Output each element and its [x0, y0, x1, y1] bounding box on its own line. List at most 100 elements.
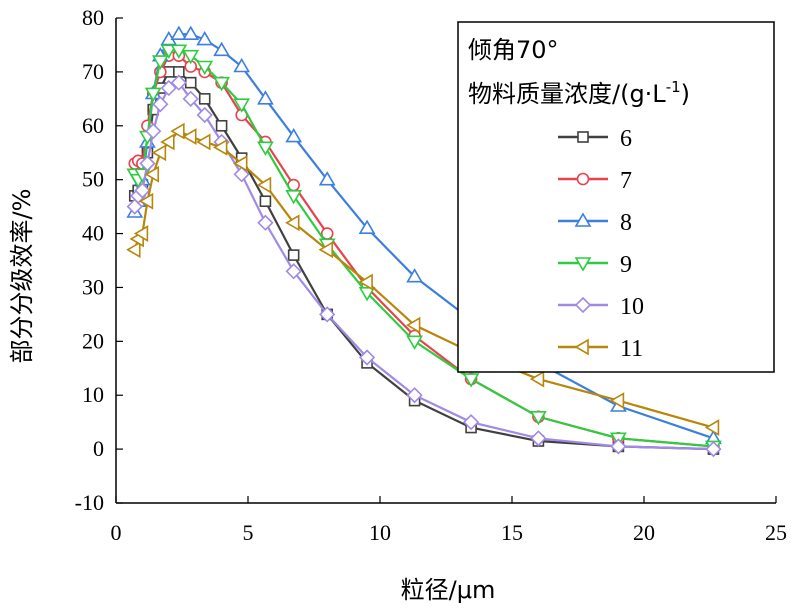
legend-swatch-marker: [574, 257, 592, 272]
data-point-10: [462, 414, 480, 431]
legend-item-6: 6: [558, 126, 632, 152]
legend-label: 11: [620, 336, 643, 362]
legend-title-unit: 物料质量浓度/(g·L: [468, 80, 666, 108]
data-point-9: [406, 335, 423, 350]
legend-item-9: 9: [558, 252, 632, 278]
y-tick-label: 50: [82, 167, 104, 192]
data-point-10: [406, 387, 423, 404]
data-point-10: [610, 438, 627, 455]
data-point-11: [170, 122, 185, 140]
data-point-10: [285, 263, 302, 280]
legend-label: 10: [620, 294, 644, 320]
data-point-9: [530, 410, 547, 426]
legend-swatch-marker: [576, 172, 590, 186]
data-point-9: [170, 44, 188, 59]
series-9: [126, 44, 722, 456]
x-tick-label: 20: [633, 520, 655, 545]
x-tick-label: 10: [369, 520, 391, 545]
legend-item-11: 11: [558, 336, 643, 362]
legend-swatch-marker: [574, 212, 592, 227]
data-point-9: [160, 44, 178, 59]
y-tick-label: 20: [82, 328, 104, 353]
data-point-10: [233, 166, 250, 183]
data-point-9: [233, 98, 251, 113]
data-point-11: [126, 241, 141, 259]
data-point-11: [529, 370, 545, 388]
data-point-10: [170, 74, 187, 91]
y-tick-label: 70: [82, 59, 104, 84]
data-point-11: [213, 138, 228, 156]
legend-title-line1: 倾角70°: [468, 36, 559, 64]
data-point-9: [144, 87, 162, 103]
legend-title-close: ): [681, 80, 690, 108]
data-point-11: [133, 225, 149, 242]
y-tick-label: 40: [82, 221, 104, 246]
y-tick-label: 30: [82, 274, 104, 299]
data-point-11: [151, 144, 167, 162]
legend-box: [457, 21, 775, 373]
data-point-11: [138, 192, 154, 210]
data-point-10: [319, 306, 336, 323]
data-point-8: [358, 219, 376, 234]
y-axis: -10 0 10 20 30 40 50 60 70 80: [75, 5, 123, 515]
legend-item-7: 7: [558, 168, 632, 194]
data-point-6: [198, 93, 211, 105]
data-point-10: [139, 155, 156, 172]
data-point-6: [184, 76, 197, 89]
data-point-10: [358, 349, 376, 366]
data-point-9: [285, 190, 303, 205]
data-point-11: [160, 133, 175, 151]
y-tick-label: 60: [82, 113, 104, 138]
data-point-10: [145, 123, 162, 140]
data-point-11: [405, 316, 421, 334]
data-point-11: [144, 165, 160, 183]
y-axis-title: 部分分级效率/%: [8, 189, 36, 364]
legend-label: 9: [620, 252, 632, 278]
data-point-8: [257, 90, 274, 105]
x-tick-label: 25: [765, 520, 787, 545]
plot-area: [115, 18, 776, 504]
x-tick-label: 5: [243, 520, 254, 545]
data-point-11: [358, 273, 373, 291]
legend-label: 7: [620, 168, 632, 194]
y-tick-label: -10: [75, 490, 104, 515]
data-point-9: [257, 141, 274, 156]
data-point-10: [530, 430, 547, 447]
x-axis: 0 5 10 15 20 25: [111, 496, 787, 545]
legend-item-8: 8: [558, 210, 632, 236]
data-point-9: [462, 373, 480, 388]
legend-swatch-marker: [577, 131, 589, 143]
x-axis-title: 粒径/μm: [401, 576, 496, 604]
data-point-9: [213, 76, 230, 92]
data-point-10: [160, 79, 177, 97]
data-point-11: [318, 241, 334, 259]
data-point-10: [134, 182, 151, 199]
series-11: [126, 122, 720, 436]
data-point-8: [213, 41, 230, 57]
legend-label: 8: [620, 210, 632, 236]
series-10: [126, 74, 722, 458]
data-point-8: [196, 30, 214, 46]
legend-label: 6: [620, 126, 632, 152]
legend-items: 6 7 8 9 10 11: [558, 126, 644, 362]
x-tick-label: 15: [501, 520, 523, 545]
data-point-8: [170, 25, 188, 40]
data-point-6: [287, 249, 300, 261]
data-point-9: [151, 55, 169, 70]
data-point-8: [318, 171, 336, 186]
legend-item-10: 10: [558, 294, 644, 320]
data-point-11: [609, 392, 625, 410]
data-point-11: [285, 214, 300, 232]
y-tick-label: 10: [82, 382, 104, 407]
data-point-6: [215, 119, 228, 132]
data-point-10: [257, 214, 274, 231]
data-point-11: [196, 133, 211, 151]
data-point-10: [182, 90, 199, 107]
legend-title-line2: 物料质量浓度/(g·L-1): [468, 78, 690, 108]
data-point-11: [182, 128, 197, 145]
data-point-6: [259, 195, 272, 208]
data-point-8: [182, 25, 200, 40]
legend-swatch-marker: [574, 338, 589, 356]
y-tick-label: 80: [82, 5, 104, 30]
